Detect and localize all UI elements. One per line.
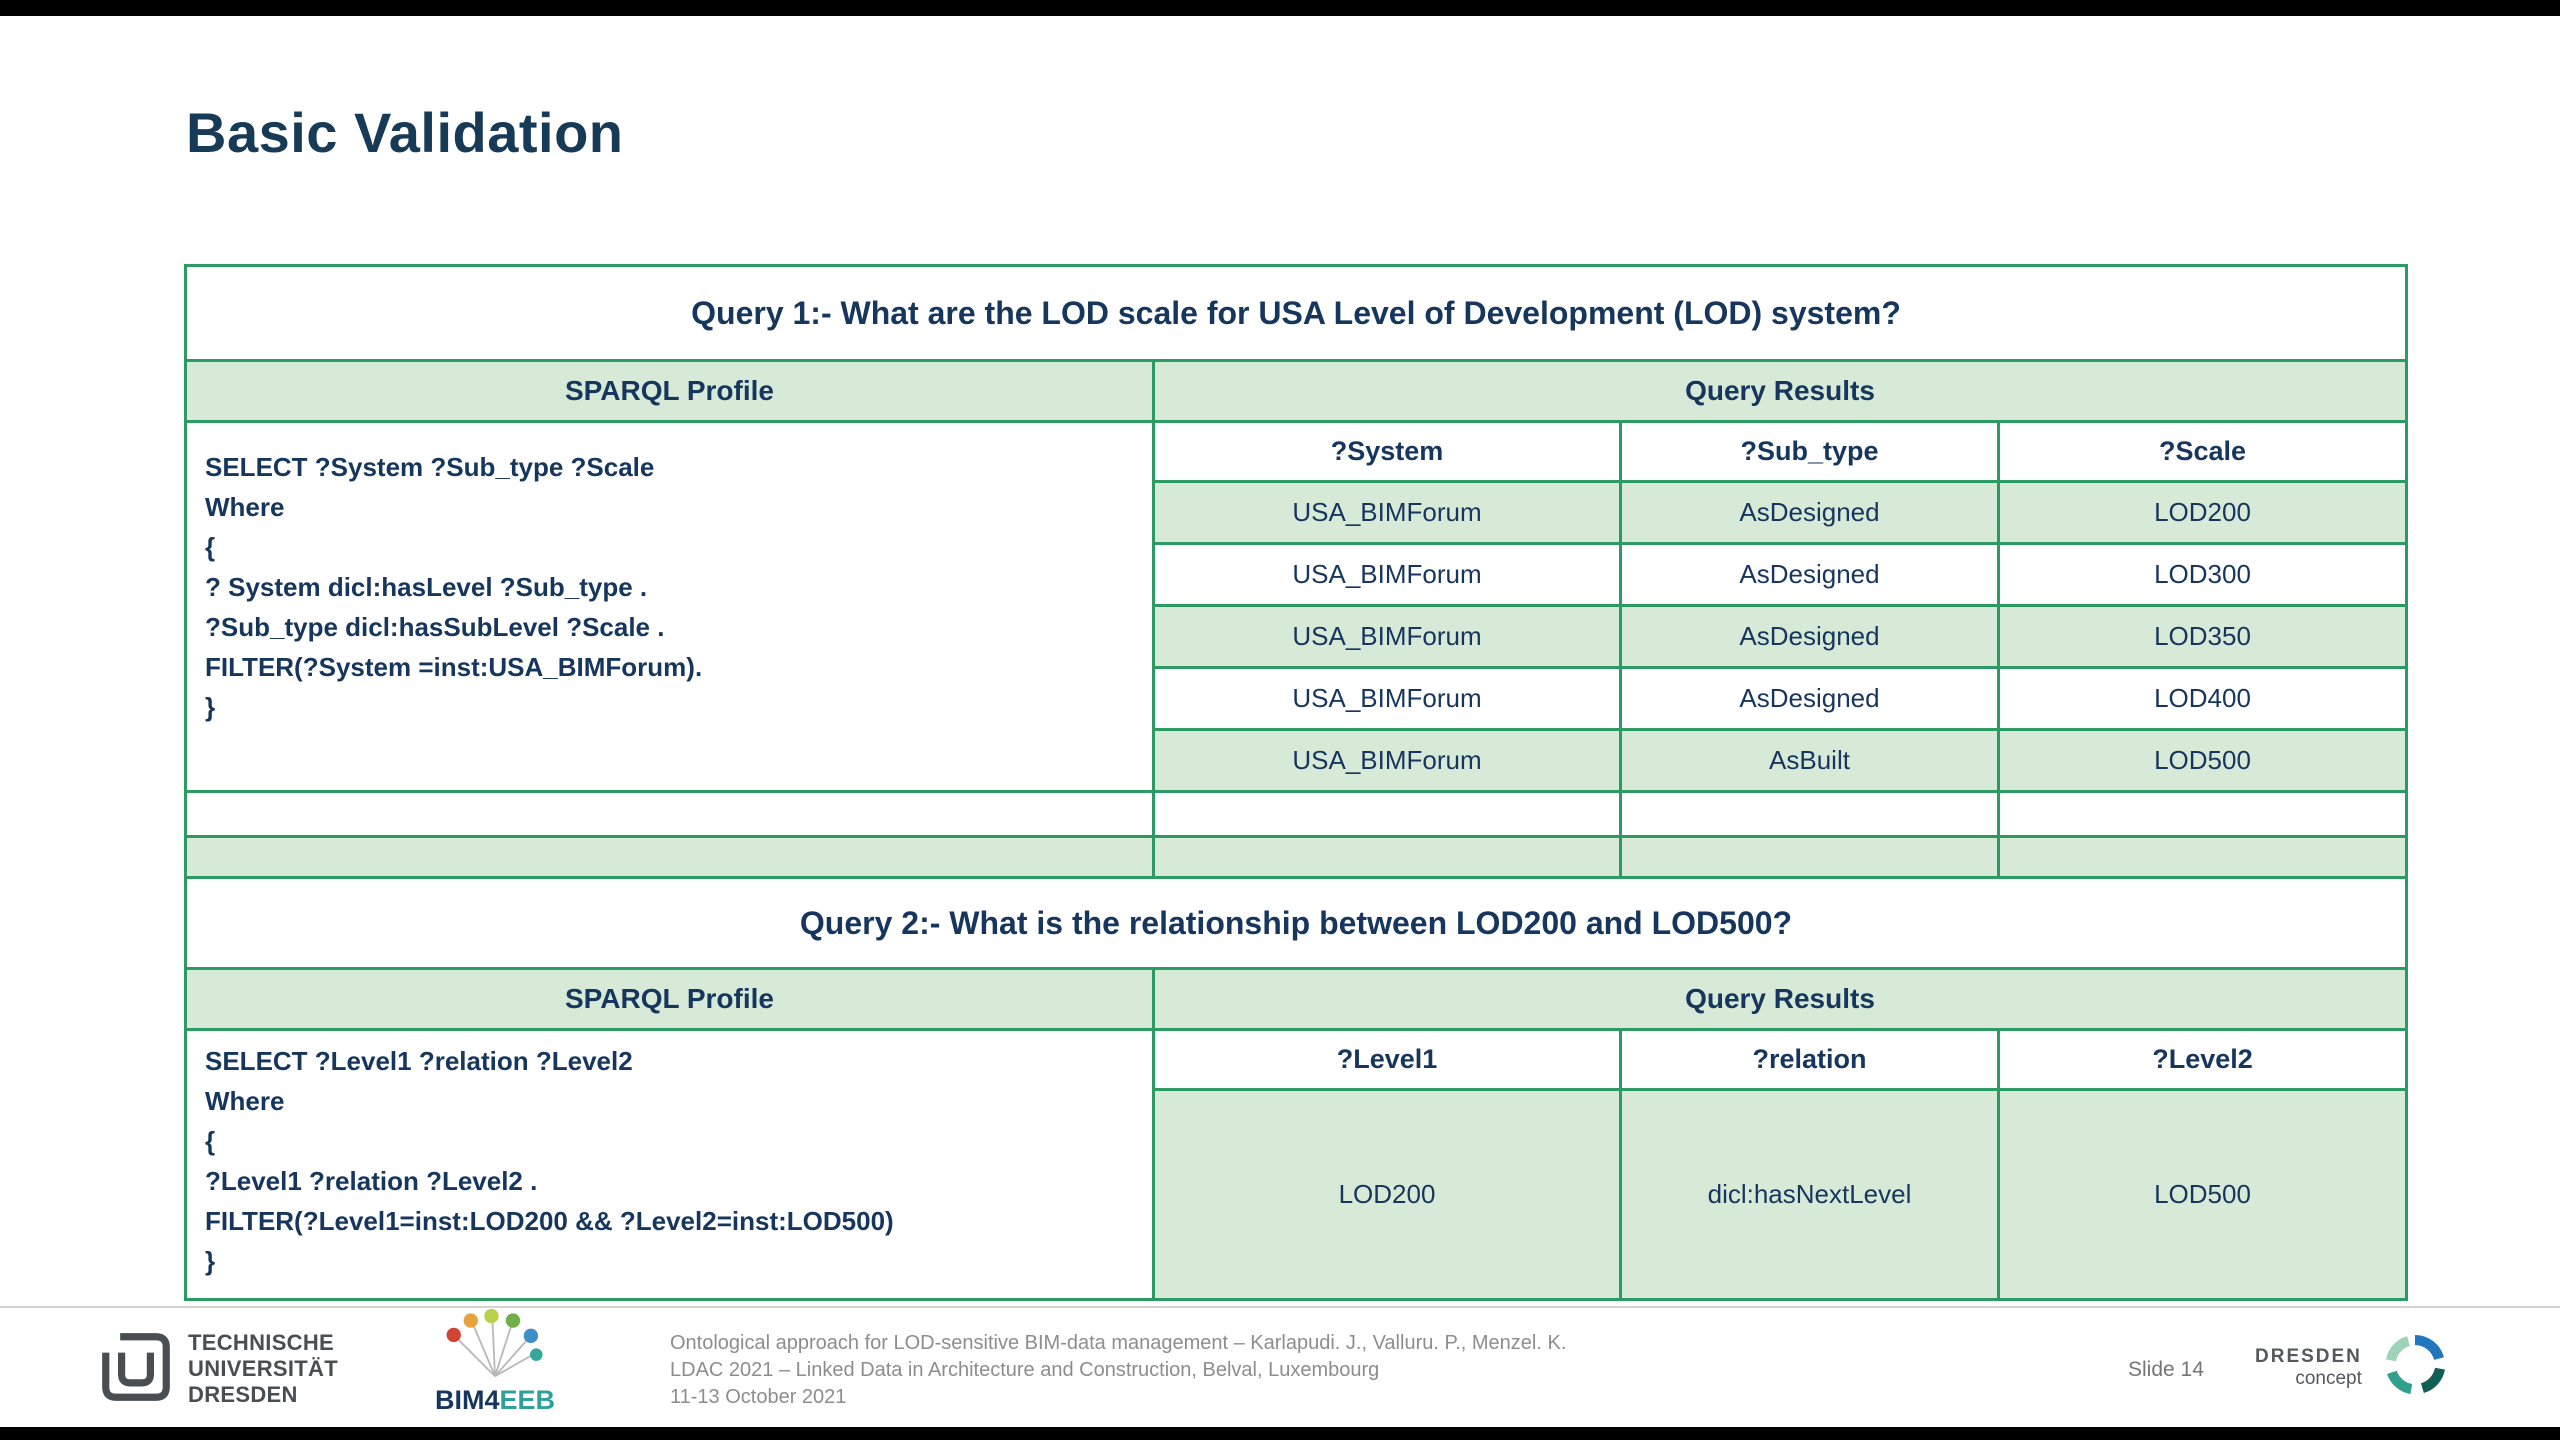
empty-cell [1997, 835, 2408, 879]
column-header-system: ?System [1152, 420, 1622, 483]
citation-line: 11-13 October 2021 [670, 1386, 847, 1408]
validation-table: Query 1:- What are the LOD scale for USA… [184, 264, 2408, 1301]
table-row: USA_BIMForum AsDesigned LOD400 [186, 666, 2408, 731]
code-line: { [205, 532, 216, 562]
cell-system: USA_BIMForum [1152, 666, 1622, 731]
code-line: Where [205, 1086, 285, 1116]
query2-sparql-code: SELECT ?Level1 ?relation ?Level2 Where {… [184, 1028, 1155, 1301]
cell-scale: LOD500 [1997, 728, 2408, 793]
tu-dresden-logo: TECHNISCHE UNIVERSITÄT DRESDEN [100, 1330, 338, 1408]
code-line: { [205, 1126, 216, 1156]
query2-sparql-profile-header: SPARQL Profile [184, 967, 1155, 1031]
empty-cell [1619, 835, 2000, 879]
cell-system: USA_BIMForum [1152, 542, 1622, 607]
concept-text: concept [2295, 1367, 2362, 1389]
footer-divider [0, 1306, 2560, 1308]
empty-cell [1152, 790, 1622, 838]
empty-row [184, 790, 2408, 838]
cell-sub-type: AsDesigned [1619, 604, 2000, 669]
tud-line: TECHNISCHE [188, 1330, 335, 1355]
cell-sub-type: AsBuilt [1619, 728, 2000, 793]
dresden-concept-text: DRESDEN concept [2255, 1346, 2362, 1390]
dresden-concept-logo: DRESDEN concept [2255, 1328, 2452, 1407]
slide-number: Slide 14 [2128, 1358, 2204, 1381]
citation-line: LDAC 2021 – Linked Data in Architecture … [670, 1359, 1380, 1381]
empty-cell [184, 835, 1155, 879]
cell-system: USA_BIMForum [1152, 480, 1622, 545]
table-row: USA_BIMForum AsDesigned LOD350 [186, 604, 2408, 669]
cell-level1: LOD200 [1152, 1088, 1622, 1301]
citation-line: Ontological approach for LOD-sensitive B… [670, 1332, 1567, 1354]
table-row: LOD200 dicl:hasNextLevel LOD500 [186, 1088, 2408, 1301]
query1-sparql-profile-header: SPARQL Profile [184, 359, 1155, 423]
query1-title: Query 1:- What are the LOD scale for USA… [184, 264, 2408, 362]
code-line: Where [205, 492, 285, 522]
citation-block: Ontological approach for LOD-sensitive B… [670, 1330, 1566, 1411]
empty-cell [1619, 790, 2000, 838]
code-line: } [205, 692, 216, 722]
code-line: ?Level1 ?relation ?Level2 . [205, 1166, 538, 1196]
empty-row [184, 835, 2408, 879]
query1-sparql-code: SELECT ?System ?Sub_type ?Scale Where { … [184, 420, 1155, 793]
cell-relation: dicl:hasNextLevel [1619, 1088, 2000, 1301]
table-row: USA_BIMForum AsDesigned LOD200 [186, 480, 2408, 545]
query1-query-results-header: Query Results [1152, 359, 2408, 423]
bim4-text: BIM4 [434, 1385, 500, 1415]
table-row: USA_BIMForum AsDesigned LOD300 [186, 542, 2408, 607]
cell-sub-type: AsDesigned [1619, 666, 2000, 731]
cell-sub-type: AsDesigned [1619, 480, 2000, 545]
query2-query-results-header: Query Results [1152, 967, 2408, 1031]
code-line: ? System dicl:hasLevel ?Sub_type . [205, 572, 648, 602]
cell-sub-type: AsDesigned [1619, 542, 2000, 607]
column-header-scale: ?Scale [1997, 420, 2408, 483]
code-line: SELECT ?System ?Sub_type ?Scale [205, 452, 655, 482]
code-line: ?Sub_type dicl:hasSubLevel ?Scale . [205, 612, 665, 642]
table-row: USA_BIMForum AsBuilt LOD500 [186, 728, 2408, 793]
cell-scale: LOD200 [1997, 480, 2408, 545]
bim4eeb-tree-icon [435, 1308, 555, 1382]
column-header-level2: ?Level2 [1997, 1028, 2408, 1091]
bottom-black-bar [0, 1427, 2560, 1440]
column-header-level1: ?Level1 [1152, 1028, 1622, 1091]
column-header-relation: ?relation [1619, 1028, 2000, 1091]
cell-level2: LOD500 [1997, 1088, 2408, 1301]
eeb-text: EEB [499, 1385, 556, 1415]
tud-line: DRESDEN [188, 1382, 298, 1407]
empty-cell [1997, 790, 2408, 838]
bim4eeb-logo: BIM4EEB [420, 1308, 570, 1416]
tud-line: UNIVERSITÄT [188, 1356, 338, 1381]
top-black-bar [0, 0, 2560, 16]
code-line: FILTER(?System =inst:USA_BIMForum). [205, 652, 703, 682]
cell-scale: LOD350 [1997, 604, 2408, 669]
page-title: Basic Validation [186, 100, 624, 164]
tu-dresden-logo-text: TECHNISCHE UNIVERSITÄT DRESDEN [188, 1330, 338, 1408]
column-header-sub-type: ?Sub_type [1619, 420, 2000, 483]
cell-system: USA_BIMForum [1152, 728, 1622, 793]
empty-cell [184, 790, 1155, 838]
code-line: SELECT ?Level1 ?relation ?Level2 [205, 1046, 633, 1076]
dresden-text: DRESDEN [2255, 1345, 2362, 1367]
dresden-concept-swirl-icon [2378, 1328, 2452, 1407]
query2-title: Query 2:- What is the relationship betwe… [184, 876, 2408, 970]
tu-dresden-logo-icon [100, 1331, 172, 1408]
cell-system: USA_BIMForum [1152, 604, 1622, 669]
code-line: FILTER(?Level1=inst:LOD200 && ?Level2=in… [205, 1206, 894, 1236]
cell-scale: LOD400 [1997, 666, 2408, 731]
cell-scale: LOD300 [1997, 542, 2408, 607]
code-line: } [205, 1246, 216, 1276]
empty-cell [1152, 835, 1622, 879]
bim4eeb-logo-text: BIM4EEB [420, 1385, 570, 1416]
